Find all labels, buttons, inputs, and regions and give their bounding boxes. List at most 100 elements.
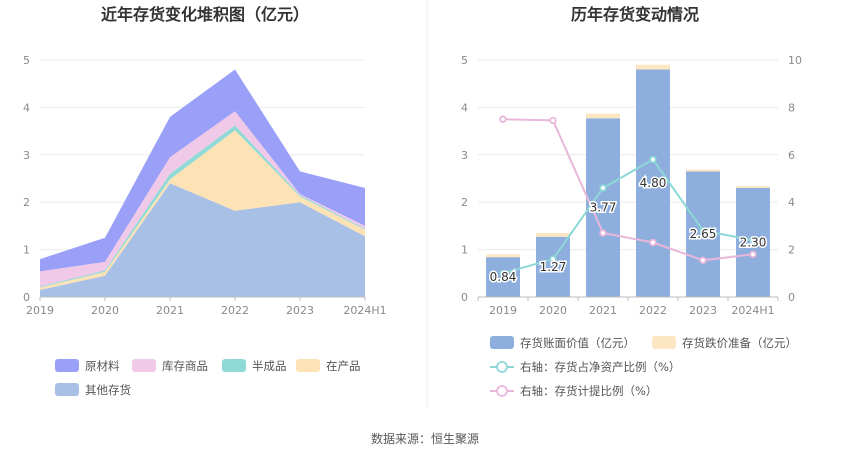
- chart1-legend-swatch: [222, 359, 246, 372]
- chart1-legend-item[interactable]: 其他存货: [55, 383, 131, 397]
- chart2-line-point: [499, 269, 507, 277]
- chart2-legend-swatch: [652, 336, 676, 349]
- chart2-line-point: [699, 226, 707, 235]
- chart2-gridlines: [478, 59, 778, 298]
- chart2-line-point: [499, 115, 507, 123]
- chart1-legend-label: 库存商品: [162, 359, 208, 373]
- chart2-bar-book-value: [486, 257, 520, 297]
- chart2-bar-data-label: 0.84: [490, 270, 517, 284]
- chart1-y-tick: 2: [23, 196, 30, 209]
- chart2-bar-provision: [536, 233, 570, 237]
- chart2-data-labels: 0.84 1.27 3.77 4.80 2.65 2.30: [488, 175, 768, 286]
- chart2-x-tick: 2020: [539, 304, 567, 317]
- chart2-bar-provision: [736, 186, 770, 188]
- chart1-legend-item[interactable]: 原材料: [55, 359, 120, 373]
- chart2-legend-label: 右轴：存货计提比例（%）: [520, 384, 657, 398]
- chart1-y-tick: 1: [23, 244, 30, 257]
- chart2-bar-data-label: 1.27: [540, 260, 567, 274]
- chart2-line-point: [549, 116, 557, 125]
- chart1-area-series-4: [40, 69, 365, 272]
- chart2-line-point: [649, 238, 657, 247]
- chart1-x-tick: 2020: [91, 304, 119, 317]
- chart1-legend-item[interactable]: 半成品: [222, 359, 287, 373]
- chart2-legend-marker: [496, 361, 508, 373]
- chart1-x-tick: 2024H1: [343, 304, 386, 317]
- chart2-bar-data-label: 3.77: [590, 201, 617, 215]
- chart2-bars: [486, 64, 770, 297]
- chart2-legend-item[interactable]: 存货跌价准备（亿元）: [652, 336, 797, 350]
- chart2-line-point: [599, 229, 607, 237]
- chart2-bar-data-label: 4.80: [640, 176, 667, 190]
- chart2-legend: 存货账面价值（亿元） 存货跌价准备（亿元）右轴：存货占净资产比例（%） 右轴：存货计…: [490, 336, 797, 398]
- chart2-y-right-tick: 10: [788, 54, 802, 67]
- chart2-x-tick: 2021: [589, 304, 617, 317]
- chart1-x-tick: 2023: [286, 304, 314, 317]
- chart2-y-left-tick: 1: [461, 244, 468, 257]
- chart1-area-series-0: [40, 183, 365, 297]
- chart2-line-series-3: [502, 118, 754, 262]
- chart1-legend-label: 原材料: [85, 359, 120, 373]
- chart2-bar-provision: [636, 64, 670, 70]
- chart2-legend-label: 存货跌价准备（亿元）: [682, 336, 797, 350]
- chart2-legend-label: 存货账面价值（亿元）: [520, 336, 635, 350]
- chart2-axes: 0 1 2 3 4 5 0 2 4 6 8 10 2019 2020 2021 2022 2023 2024H1: [461, 54, 802, 317]
- chart2-bar-provision: [586, 113, 620, 119]
- chart2-y-left-tick: 4: [461, 101, 468, 114]
- chart2-y-left-tick: 2: [461, 196, 468, 209]
- chart2-line-point: [599, 184, 607, 192]
- chart1-legend-swatch: [55, 359, 79, 372]
- chart1-legend-item[interactable]: 库存商品: [132, 359, 208, 373]
- chart2-lines: [499, 115, 757, 277]
- chart2-bar-provision: [686, 169, 720, 172]
- chart1-x-tick: 2019: [26, 304, 54, 317]
- chart2-legend-item[interactable]: 右轴：存货计提比例（%）: [490, 384, 657, 398]
- chart1-legend-label: 其他存货: [85, 383, 131, 397]
- chart2-y-left-tick: 3: [461, 149, 468, 162]
- chart2-line-point: [749, 250, 757, 259]
- chart2-line-series-2: [502, 158, 754, 275]
- chart2-y-right-tick: 2: [788, 244, 795, 257]
- chart2-legend-swatch: [490, 336, 514, 349]
- chart2-bar-provision: [486, 254, 520, 258]
- chart2-bar-book-value: [636, 69, 670, 297]
- chart2-title: 历年存货变动情况: [571, 5, 699, 24]
- chart1-title: 近年存货变化堆积图（亿元）: [101, 5, 309, 24]
- chart2-legend-label: 右轴：存货占净资产比例（%）: [520, 360, 680, 374]
- chart2-y-right-tick: 0: [788, 291, 795, 304]
- chart2-line-point: [649, 155, 657, 164]
- chart2-y-right-tick: 8: [788, 101, 795, 114]
- chart2-x-tick: 2023: [689, 304, 717, 317]
- chart1-axes: 0 1 2 3 4 5 2019 2020 2021 2022 2023 2024H1: [23, 54, 387, 317]
- chart2-legend-item[interactable]: 右轴：存货占净资产比例（%）: [490, 360, 680, 374]
- chart2-y-left-tick: 5: [461, 54, 468, 67]
- chart1-y-tick: 3: [23, 149, 30, 162]
- chart1-legend-swatch: [55, 383, 79, 396]
- chart1-area-series-2: [40, 125, 365, 288]
- chart1-area-series-3: [40, 111, 365, 287]
- chart2-y-right-tick: 4: [788, 196, 795, 209]
- chart2-x-tick: 2022: [639, 304, 667, 317]
- chart2-x-tick: 2019: [489, 304, 517, 317]
- chart1-legend-swatch: [132, 359, 156, 372]
- chart2-legend-item[interactable]: 存货账面价值（亿元）: [490, 336, 635, 350]
- chart1-y-tick: 0: [23, 291, 30, 304]
- chart2-bar-data-label: 2.30: [740, 235, 767, 249]
- chart1-area-series-1: [40, 130, 365, 290]
- chart1-legend-item[interactable]: 在产品: [296, 359, 361, 373]
- chart2-x-tick: 2024H1: [731, 304, 774, 317]
- chart2-bar-book-value: [536, 236, 570, 297]
- chart2-line-point: [699, 256, 707, 264]
- chart2-bar-data-label: 2.65: [690, 227, 717, 241]
- chart2-legend-marker: [496, 385, 508, 397]
- chart1-y-tick: 4: [23, 101, 30, 114]
- chart1-areas: [40, 69, 365, 297]
- data-source: 数据来源：恒生聚源: [371, 431, 479, 446]
- chart2-line-point: [549, 255, 557, 263]
- chart1-legend-label: 半成品: [252, 359, 287, 373]
- chart2-y-right-tick: 6: [788, 149, 795, 162]
- chart1-x-tick: 2022: [221, 304, 249, 317]
- chart1-y-tick: 5: [23, 54, 30, 67]
- chart1-x-tick: 2021: [156, 304, 184, 317]
